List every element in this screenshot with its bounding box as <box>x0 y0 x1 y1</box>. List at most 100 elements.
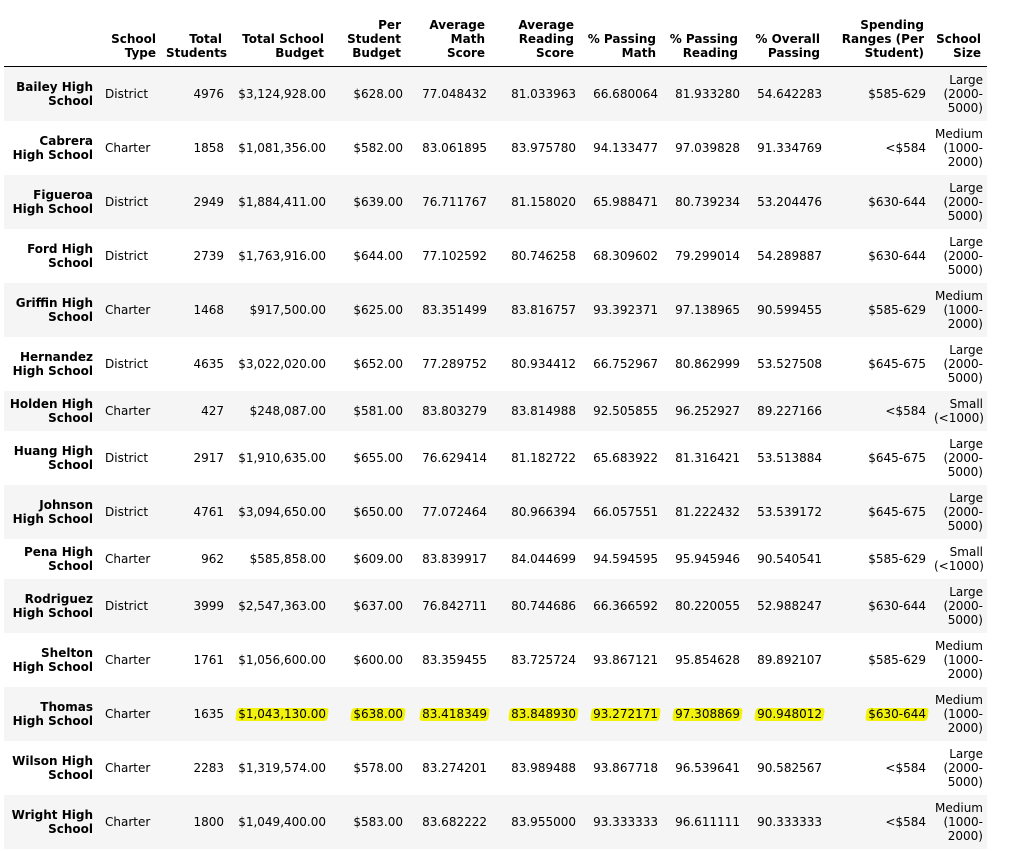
spending-cell: $630-644 <box>826 687 930 741</box>
pass-reading-cell-text: 97.308869 <box>675 706 740 721</box>
header-avg-reading: Average Reading Score <box>491 16 580 67</box>
students-cell: 1858 <box>193 140 224 155</box>
per-student-cell: $639.00 <box>353 194 403 209</box>
yellow-highlight-mark: 97.308869 <box>675 707 740 721</box>
overall-cell: 53.204476 <box>757 194 822 209</box>
reading-cell: 80.966394 <box>511 504 576 519</box>
table-row: Bailey High School District 4976 $3,124,928… <box>4 66 987 121</box>
school-type-cell: Charter <box>105 140 151 155</box>
header-passing-math: % Passing Math <box>580 16 662 67</box>
overall-cell: 90.582567 <box>757 760 822 775</box>
math-cell: 76.629414 <box>422 450 487 465</box>
size-cell: Medium (1000-2000) <box>935 692 983 735</box>
header-school-size: School Size <box>930 16 987 67</box>
spending-cell: $630-644 <box>868 598 926 613</box>
reading-cell: 83.975780 <box>511 140 576 155</box>
spending-cell: <$584 <box>885 814 926 829</box>
math-cell: 83.839917 <box>422 551 487 566</box>
table-row: Johnson High School District 4761 $3,094,65… <box>4 484 987 539</box>
table-row: Figueroa High School District 2949 $1,884,4… <box>4 174 987 229</box>
pass-math-cell: 68.309602 <box>593 248 658 263</box>
per-student-cell: $638.00 <box>330 687 407 741</box>
school-name-cell: Johnson High School <box>12 497 93 526</box>
math-cell: 83.359455 <box>422 652 487 667</box>
header-avg-math: Average Math Score <box>407 16 491 67</box>
pass-math-cell: 66.057551 <box>593 504 658 519</box>
yellow-highlight-mark: $1,043,130.00 <box>238 707 326 721</box>
math-cell-text: 83.418349 <box>422 706 487 721</box>
pass-reading-cell: 80.220055 <box>675 598 740 613</box>
size-cell: Large (2000-5000) <box>943 234 983 277</box>
pass-reading-cell: 81.222432 <box>675 504 740 519</box>
header-school-type: School Type <box>99 16 162 67</box>
spending-cell: $645-675 <box>868 356 926 371</box>
school-type-cell: District <box>105 248 149 263</box>
math-cell: 83.061895 <box>422 140 487 155</box>
school-name-cell: Shelton High School <box>12 645 93 674</box>
pass-math-cell: 94.594595 <box>593 551 658 566</box>
budget-cell-text: $1,043,130.00 <box>238 706 326 721</box>
students-cell: 427 <box>201 403 224 418</box>
students-cell: 2949 <box>193 194 224 209</box>
yellow-highlight-mark: $638.00 <box>353 707 403 721</box>
pass-math-cell: 94.133477 <box>593 140 658 155</box>
spending-cell: $585-629 <box>868 302 926 317</box>
table-row: Huang High School District 2917 $1,910,635.… <box>4 431 987 485</box>
per-student-cell: $609.00 <box>353 551 403 566</box>
spending-cell: $645-675 <box>868 450 926 465</box>
school-type-cell: District <box>105 504 149 519</box>
overall-cell: 53.513884 <box>757 450 822 465</box>
school-summary-table: School Type Total Students Total School … <box>4 16 987 849</box>
pass-math-cell-text: 93.272171 <box>593 706 658 721</box>
school-type-cell: Charter <box>105 302 151 317</box>
table-row: Rodriguez High School District 3999 $2,547,… <box>4 578 987 633</box>
students-cell: 962 <box>201 551 224 566</box>
spending-cell: $585-629 <box>868 551 926 566</box>
school-type-cell: Charter <box>105 760 151 775</box>
reading-cell: 81.033963 <box>511 86 576 101</box>
budget-cell: $1,056,600.00 <box>238 652 326 667</box>
school-name-cell: Ford High School <box>27 241 93 270</box>
size-cell: Large (2000-5000) <box>943 490 983 533</box>
school-name-cell: Figueroa High School <box>12 187 93 216</box>
per-student-cell: $644.00 <box>353 248 403 263</box>
school-type-cell: Charter <box>105 551 151 566</box>
budget-cell: $2,547,363.00 <box>238 598 326 613</box>
per-student-cell: $578.00 <box>353 760 403 775</box>
header-total-budget: Total School Budget <box>228 16 330 67</box>
spending-cell: $630-644 <box>868 194 926 209</box>
budget-cell: $3,022,020.00 <box>238 356 326 371</box>
pass-math-cell: 65.988471 <box>593 194 658 209</box>
size-cell: Large (2000-5000) <box>943 342 983 385</box>
overall-cell: 90.599455 <box>757 302 822 317</box>
spending-cell-text: $630-644 <box>868 706 926 721</box>
size-cell: Large (2000-5000) <box>943 436 983 479</box>
size-cell: Large (2000-5000) <box>943 584 983 627</box>
header-passing-reading: % Passing Reading <box>662 16 744 67</box>
reading-cell: 83.955000 <box>511 814 576 829</box>
pass-reading-cell: 95.854628 <box>675 652 740 667</box>
overall-cell: 54.642283 <box>757 86 822 101</box>
students-cell: 4761 <box>193 504 224 519</box>
math-cell: 77.048432 <box>422 86 487 101</box>
school-name-cell: Bailey High School <box>16 79 93 108</box>
reading-cell-text: 83.848930 <box>511 706 576 721</box>
header-total-students: Total Students <box>162 16 228 67</box>
school-type-cell: District <box>105 598 149 613</box>
per-student-cell: $637.00 <box>353 598 403 613</box>
math-cell: 77.289752 <box>422 356 487 371</box>
overall-cell: 52.988247 <box>757 598 822 613</box>
pass-math-cell: 66.366592 <box>593 598 658 613</box>
overall-cell: 54.289887 <box>757 248 822 263</box>
math-cell: 83.682222 <box>422 814 487 829</box>
overall-cell: 89.892107 <box>757 652 822 667</box>
header-index <box>4 16 99 67</box>
students-cell: 4635 <box>193 356 224 371</box>
pass-reading-cell: 96.611111 <box>675 814 740 829</box>
school-name-cell: Thomas High School <box>12 699 93 728</box>
per-student-cell: $583.00 <box>353 814 403 829</box>
math-cell: 83.418349 <box>407 687 491 741</box>
school-name-cell: Holden High School <box>9 396 93 425</box>
budget-cell: $1,884,411.00 <box>238 194 326 209</box>
size-cell: Medium (1000-2000) <box>935 800 983 843</box>
